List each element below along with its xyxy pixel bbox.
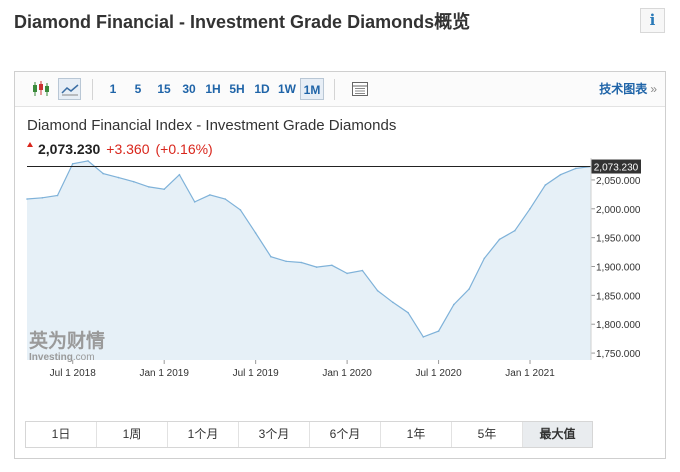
interval-1m[interactable]: 1M — [300, 78, 324, 100]
interval-1d[interactable]: 1D — [254, 82, 270, 96]
data-point — [315, 266, 318, 268]
price-change-percent: (+0.16%) — [155, 141, 213, 157]
data-point — [148, 186, 150, 188]
y-tick-label: 1,950.000 — [596, 234, 641, 245]
y-tick-label: 2,050.000 — [596, 176, 641, 187]
toolbar-separator — [92, 79, 93, 100]
data-point — [422, 336, 425, 338]
data-point — [193, 201, 196, 203]
data-point — [102, 172, 104, 175]
data-point — [468, 288, 470, 290]
watermark-en: Investing.com — [29, 352, 95, 363]
x-tick-label: Jul 1 2018 — [50, 368, 97, 379]
interval-1w[interactable]: 1W — [278, 82, 296, 96]
price-line: 2,073.230 +3.360 (+0.16%) — [27, 141, 213, 163]
area-chart-icon[interactable] — [58, 78, 81, 100]
data-point — [346, 272, 348, 275]
interval-30[interactable]: 30 — [182, 82, 196, 96]
table-icon[interactable] — [348, 78, 371, 100]
interval-1h[interactable]: 1H — [205, 82, 221, 96]
candlestick-chart-icon[interactable] — [29, 78, 52, 100]
data-point — [361, 269, 364, 272]
data-point — [331, 264, 333, 267]
period-max[interactable]: 最大值 — [523, 422, 592, 447]
price-change: +3.360 — [106, 141, 150, 157]
interval-1[interactable]: 1 — [109, 82, 117, 96]
data-point — [87, 160, 89, 162]
data-point — [392, 301, 394, 304]
data-point — [498, 238, 501, 241]
data-point — [26, 198, 28, 200]
data-point — [529, 208, 531, 210]
data-point — [178, 173, 181, 176]
y-tick-label: 1,900.000 — [596, 263, 641, 274]
y-tick-label: 1,750.000 — [596, 349, 641, 360]
data-point — [559, 173, 562, 176]
x-tick-label: Jan 1 2020 — [322, 368, 372, 379]
chevron-right-icon: » — [650, 82, 657, 96]
data-point — [270, 255, 272, 258]
data-point — [56, 194, 59, 197]
chart-widget: 1 5 15 30 1H 5H 1D 1W 1M 技术图表» Diamond F… — [14, 71, 666, 459]
y-tick-label: 1,800.000 — [596, 320, 641, 331]
chart-toolbar: 1 5 15 30 1H 5H 1D 1W 1M 技术图表» — [15, 72, 665, 107]
data-point — [437, 330, 440, 332]
info-icon[interactable]: i — [640, 8, 665, 33]
data-point — [376, 289, 379, 292]
price-area — [27, 160, 591, 360]
data-point — [285, 260, 287, 263]
data-point — [163, 188, 165, 190]
period-5y[interactable]: 5年 — [452, 422, 523, 447]
interval-15[interactable]: 15 — [157, 82, 171, 96]
data-point — [71, 163, 74, 165]
watermark-en-suffix: .com — [73, 352, 95, 363]
data-point — [407, 311, 409, 314]
interval-5h[interactable]: 5H — [229, 82, 245, 96]
period-6m[interactable]: 6个月 — [310, 422, 381, 447]
period-1w[interactable]: 1周 — [97, 422, 168, 447]
x-tick-label: Jul 1 2020 — [415, 368, 462, 379]
data-point — [575, 167, 577, 170]
period-1y[interactable]: 1年 — [381, 422, 452, 447]
data-point — [300, 261, 303, 264]
data-point — [117, 176, 120, 179]
data-point — [239, 209, 242, 211]
period-3m[interactable]: 3个月 — [239, 422, 310, 447]
y-tick-label: 1,850.000 — [596, 291, 641, 302]
toolbar-separator — [334, 79, 335, 100]
current-price-label: 2,073.230 — [594, 163, 639, 174]
data-point — [514, 229, 516, 232]
period-1m[interactable]: 1个月 — [168, 422, 239, 447]
period-1d[interactable]: 1日 — [26, 422, 97, 447]
x-tick-label: Jan 1 2021 — [505, 368, 555, 379]
interval-5[interactable]: 5 — [134, 82, 142, 96]
data-point — [132, 180, 135, 183]
data-point — [224, 198, 226, 200]
y-tick-label: 2,000.000 — [596, 205, 641, 216]
page-title: Diamond Financial - Investment Grade Dia… — [14, 12, 471, 32]
period-selector: 1日 1周 1个月 3个月 6个月 1年 5年 最大值 — [25, 421, 593, 448]
data-point — [41, 197, 43, 199]
x-tick-label: Jan 1 2019 — [139, 368, 189, 379]
data-point — [254, 232, 257, 234]
current-price-marker — [591, 159, 641, 174]
technical-chart-label: 技术图表 — [599, 82, 648, 96]
x-tick-label: Jul 1 2019 — [233, 368, 280, 379]
data-point — [209, 194, 211, 196]
data-point — [544, 184, 547, 186]
technical-chart-link[interactable]: 技术图表» — [599, 78, 657, 100]
price-up-icon — [27, 142, 33, 147]
data-point — [453, 303, 455, 306]
price-line-series — [26, 160, 592, 338]
last-price: 2,073.230 — [38, 141, 101, 157]
watermark-cn: 英为财情 — [29, 329, 105, 352]
data-point — [483, 257, 486, 260]
chart-title: Diamond Financial Index - Investment Gra… — [27, 117, 397, 134]
